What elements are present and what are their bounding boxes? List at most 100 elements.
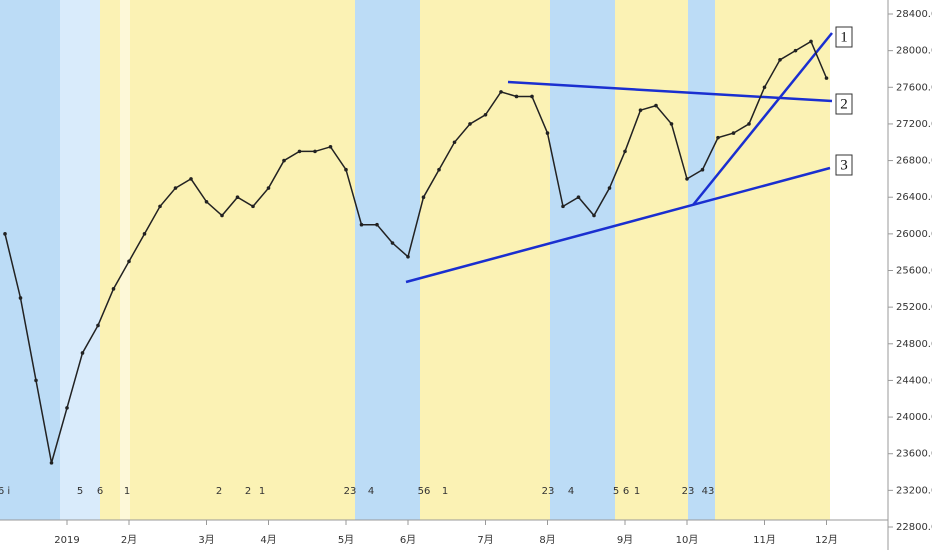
count-label: 2 <box>245 486 251 497</box>
y-tick-label: 22800.00 <box>896 522 932 533</box>
x-tick-label: 12月 <box>815 534 838 546</box>
price-point <box>762 85 767 90</box>
count-label: 1 <box>124 486 130 497</box>
x-tick-label: 5月 <box>338 534 354 546</box>
y-tick-label: 27200.00 <box>896 119 932 130</box>
count-label: 1 <box>259 486 265 497</box>
price-point <box>235 195 240 200</box>
y-tick-label: 26800.00 <box>896 156 932 167</box>
price-point <box>793 48 798 53</box>
price-point <box>127 259 131 264</box>
count-label: 4 <box>568 486 574 497</box>
price-point <box>65 406 69 410</box>
y-tick-label: 25600.00 <box>896 266 932 277</box>
price-point <box>406 254 410 259</box>
trend-lines <box>405 32 833 284</box>
price-point <box>204 199 209 204</box>
price-point <box>266 186 271 190</box>
price-point <box>80 351 85 355</box>
price-point <box>34 378 38 383</box>
price-point <box>545 131 550 135</box>
y-tick-label: 24400.00 <box>896 375 932 386</box>
x-tick-label: 8月 <box>539 534 555 546</box>
price-point <box>344 167 348 172</box>
price-point <box>483 112 488 117</box>
price-point <box>561 204 565 209</box>
count-label: 2 <box>216 486 222 497</box>
count-label: 23 <box>344 486 357 497</box>
price-line <box>4 40 828 464</box>
price-point <box>576 195 581 200</box>
count-label: 4 <box>368 486 374 497</box>
y-tick-label: 28400.00 <box>896 9 932 20</box>
price-point <box>468 122 472 126</box>
y-tick-label: 24000.00 <box>896 412 932 423</box>
price-point <box>638 108 643 112</box>
counts: 6 i 5 6 1 2 2 1 23 4 56 1 23 4 5 6 1 23 43 <box>0 486 714 497</box>
price-point <box>592 213 596 218</box>
annotation-boxes <box>835 26 853 176</box>
count-label: 1 <box>634 486 640 497</box>
price-point <box>173 186 178 190</box>
y-tick-label: 23600.00 <box>896 449 932 460</box>
price-point <box>359 222 364 227</box>
y-tick-label: 24800.00 <box>896 339 932 350</box>
y-tick-label: 26000.00 <box>896 229 932 240</box>
annotation: 2 <box>840 96 848 112</box>
price-point <box>809 39 813 44</box>
price-point <box>111 287 116 291</box>
count-label: 1 <box>442 486 448 497</box>
price-point <box>731 131 736 135</box>
annotation: 3 <box>840 157 848 173</box>
x-tick-label: 2月 <box>121 534 137 546</box>
price-point <box>3 232 7 236</box>
count-label: 5 <box>613 486 619 497</box>
price-point <box>421 195 426 200</box>
price-point <box>158 204 162 209</box>
count-label: 6 i <box>0 486 10 497</box>
x-tick-label: 9月 <box>617 534 633 546</box>
price-point <box>313 149 317 154</box>
price-point <box>700 167 705 172</box>
price-point <box>142 232 147 236</box>
price-point <box>220 213 224 218</box>
price-point <box>514 94 519 99</box>
price-point <box>607 186 612 190</box>
x-tick-label: 3月 <box>198 534 214 546</box>
price-point <box>499 90 503 94</box>
count-label: 5 <box>77 486 83 497</box>
price-point <box>375 222 379 227</box>
background-bands <box>0 0 830 520</box>
price-point <box>390 241 395 245</box>
count-label: 23 <box>682 486 695 497</box>
count-label: 56 <box>418 486 431 497</box>
price-point <box>654 103 658 108</box>
y-tick-label: 23200.00 <box>896 485 932 496</box>
price-point <box>189 177 193 181</box>
price-point <box>437 167 441 172</box>
x-tick-label: 10月 <box>676 534 699 546</box>
price-point <box>297 149 302 154</box>
price-point <box>49 461 54 465</box>
x-tick-label: 2019 <box>54 535 79 546</box>
annotation: 1 <box>840 29 848 45</box>
price-point <box>530 94 534 99</box>
price-point <box>685 177 689 181</box>
price-point <box>282 158 286 163</box>
x-tick-label: 7月 <box>477 534 493 546</box>
price-point <box>328 145 333 149</box>
count-label: 43 <box>702 486 715 497</box>
price-point <box>824 76 829 80</box>
count-label: 6 <box>623 486 629 497</box>
price-point <box>452 140 457 145</box>
count-label: 6 <box>97 486 103 497</box>
y-tick-label: 27600.00 <box>896 82 932 93</box>
count-label: 23 <box>542 486 555 497</box>
price-point <box>251 204 255 209</box>
price-point <box>716 135 720 140</box>
price-point <box>623 149 627 154</box>
price-point <box>96 323 100 328</box>
x-tick-label: 4月 <box>260 534 276 546</box>
price-point <box>778 58 782 62</box>
